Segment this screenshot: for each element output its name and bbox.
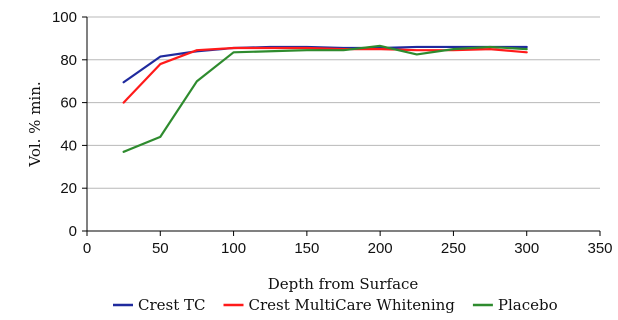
x-tick-label: 350 [587, 240, 612, 257]
legend-label: Crest TC [138, 296, 206, 314]
series-line-2 [122, 46, 528, 104]
series-line-1 [122, 45, 528, 84]
legend: Crest TC Crest MultiCare Whitening Placebo [113, 296, 558, 314]
y-tick-label: 0 [69, 223, 77, 240]
y-tick-label: 100 [52, 9, 77, 26]
x-tick-label: 0 [83, 240, 91, 257]
x-tick-label: 150 [294, 240, 319, 257]
y-tick-label: 40 [60, 137, 77, 154]
x-tick-labels: 0 50 100 150 200 250 300 350 [83, 240, 613, 257]
series-lines [122, 44, 528, 153]
x-tick-label: 50 [152, 240, 169, 257]
legend-label: Placebo [498, 296, 558, 314]
x-tick-label: 200 [368, 240, 393, 257]
x-tick-label: 100 [221, 240, 246, 257]
y-tick-label: 60 [60, 95, 77, 112]
grid-lines [87, 16, 600, 189]
legend-label: Crest MultiCare Whitening [249, 296, 456, 314]
series-line-3 [122, 44, 528, 153]
y-tick-label: 80 [60, 52, 77, 69]
y-tick-labels: 0 20 40 60 80 100 [52, 9, 77, 240]
y-tick-label: 20 [60, 180, 77, 197]
x-tick-label: 300 [514, 240, 539, 257]
x-axis-title: Depth from Surface [268, 275, 419, 293]
x-tick-label: 250 [441, 240, 466, 257]
y-axis-title: Vol. % min. [26, 81, 44, 167]
axes [82, 16, 601, 236]
